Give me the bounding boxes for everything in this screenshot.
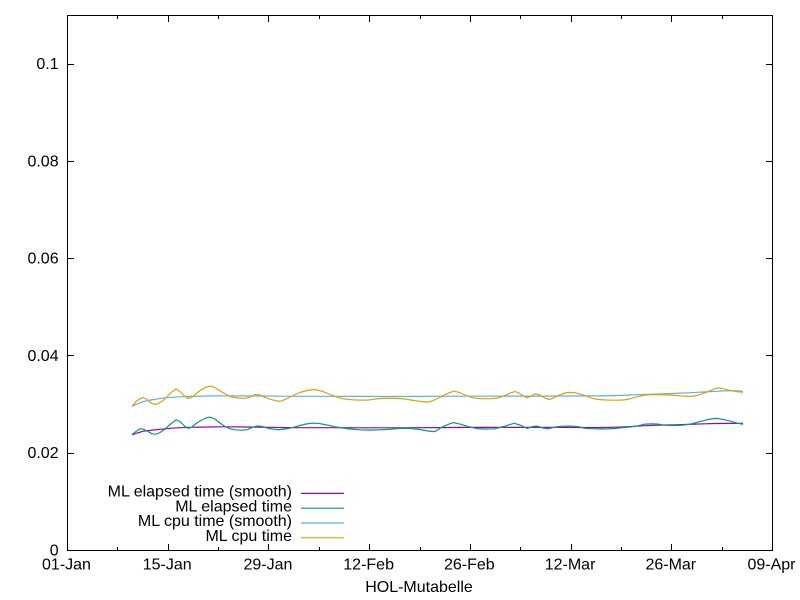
svg-text:15-Jan: 15-Jan — [143, 557, 192, 574]
svg-text:09-Apr: 09-Apr — [747, 557, 796, 574]
svg-text:0.06: 0.06 — [27, 251, 58, 268]
svg-text:26-Feb: 26-Feb — [444, 557, 495, 574]
svg-text:26-Mar: 26-Mar — [645, 557, 696, 574]
svg-text:0.1: 0.1 — [36, 56, 58, 73]
svg-text:HOL-Mutabelle: HOL-Mutabelle — [365, 579, 473, 596]
svg-text:0.02: 0.02 — [27, 445, 58, 462]
svg-text:ML elapsed time (smooth): ML elapsed time (smooth) — [108, 484, 292, 501]
svg-text:0.04: 0.04 — [27, 348, 58, 365]
svg-text:ML cpu time: ML cpu time — [205, 528, 292, 545]
svg-text:12-Mar: 12-Mar — [545, 557, 596, 574]
svg-text:01-Jan: 01-Jan — [42, 557, 91, 574]
svg-text:ML elapsed time: ML elapsed time — [175, 498, 292, 515]
svg-text:ML cpu time (smooth): ML cpu time (smooth) — [138, 513, 292, 530]
svg-text:0.08: 0.08 — [27, 153, 58, 170]
svg-text:29-Jan: 29-Jan — [243, 557, 292, 574]
svg-text:12-Feb: 12-Feb — [343, 557, 394, 574]
svg-text:0: 0 — [50, 543, 59, 560]
